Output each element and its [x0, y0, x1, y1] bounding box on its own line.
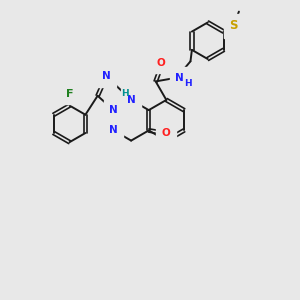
Text: N: N [102, 71, 111, 81]
Text: N: N [109, 105, 118, 115]
Text: F: F [66, 89, 73, 99]
Text: N: N [175, 73, 184, 83]
Text: H: H [184, 79, 192, 88]
Text: S: S [230, 19, 238, 32]
Text: O: O [157, 58, 166, 68]
Text: H: H [121, 89, 128, 98]
Text: O: O [162, 128, 170, 138]
Text: N: N [127, 95, 136, 105]
Text: N: N [109, 125, 118, 135]
